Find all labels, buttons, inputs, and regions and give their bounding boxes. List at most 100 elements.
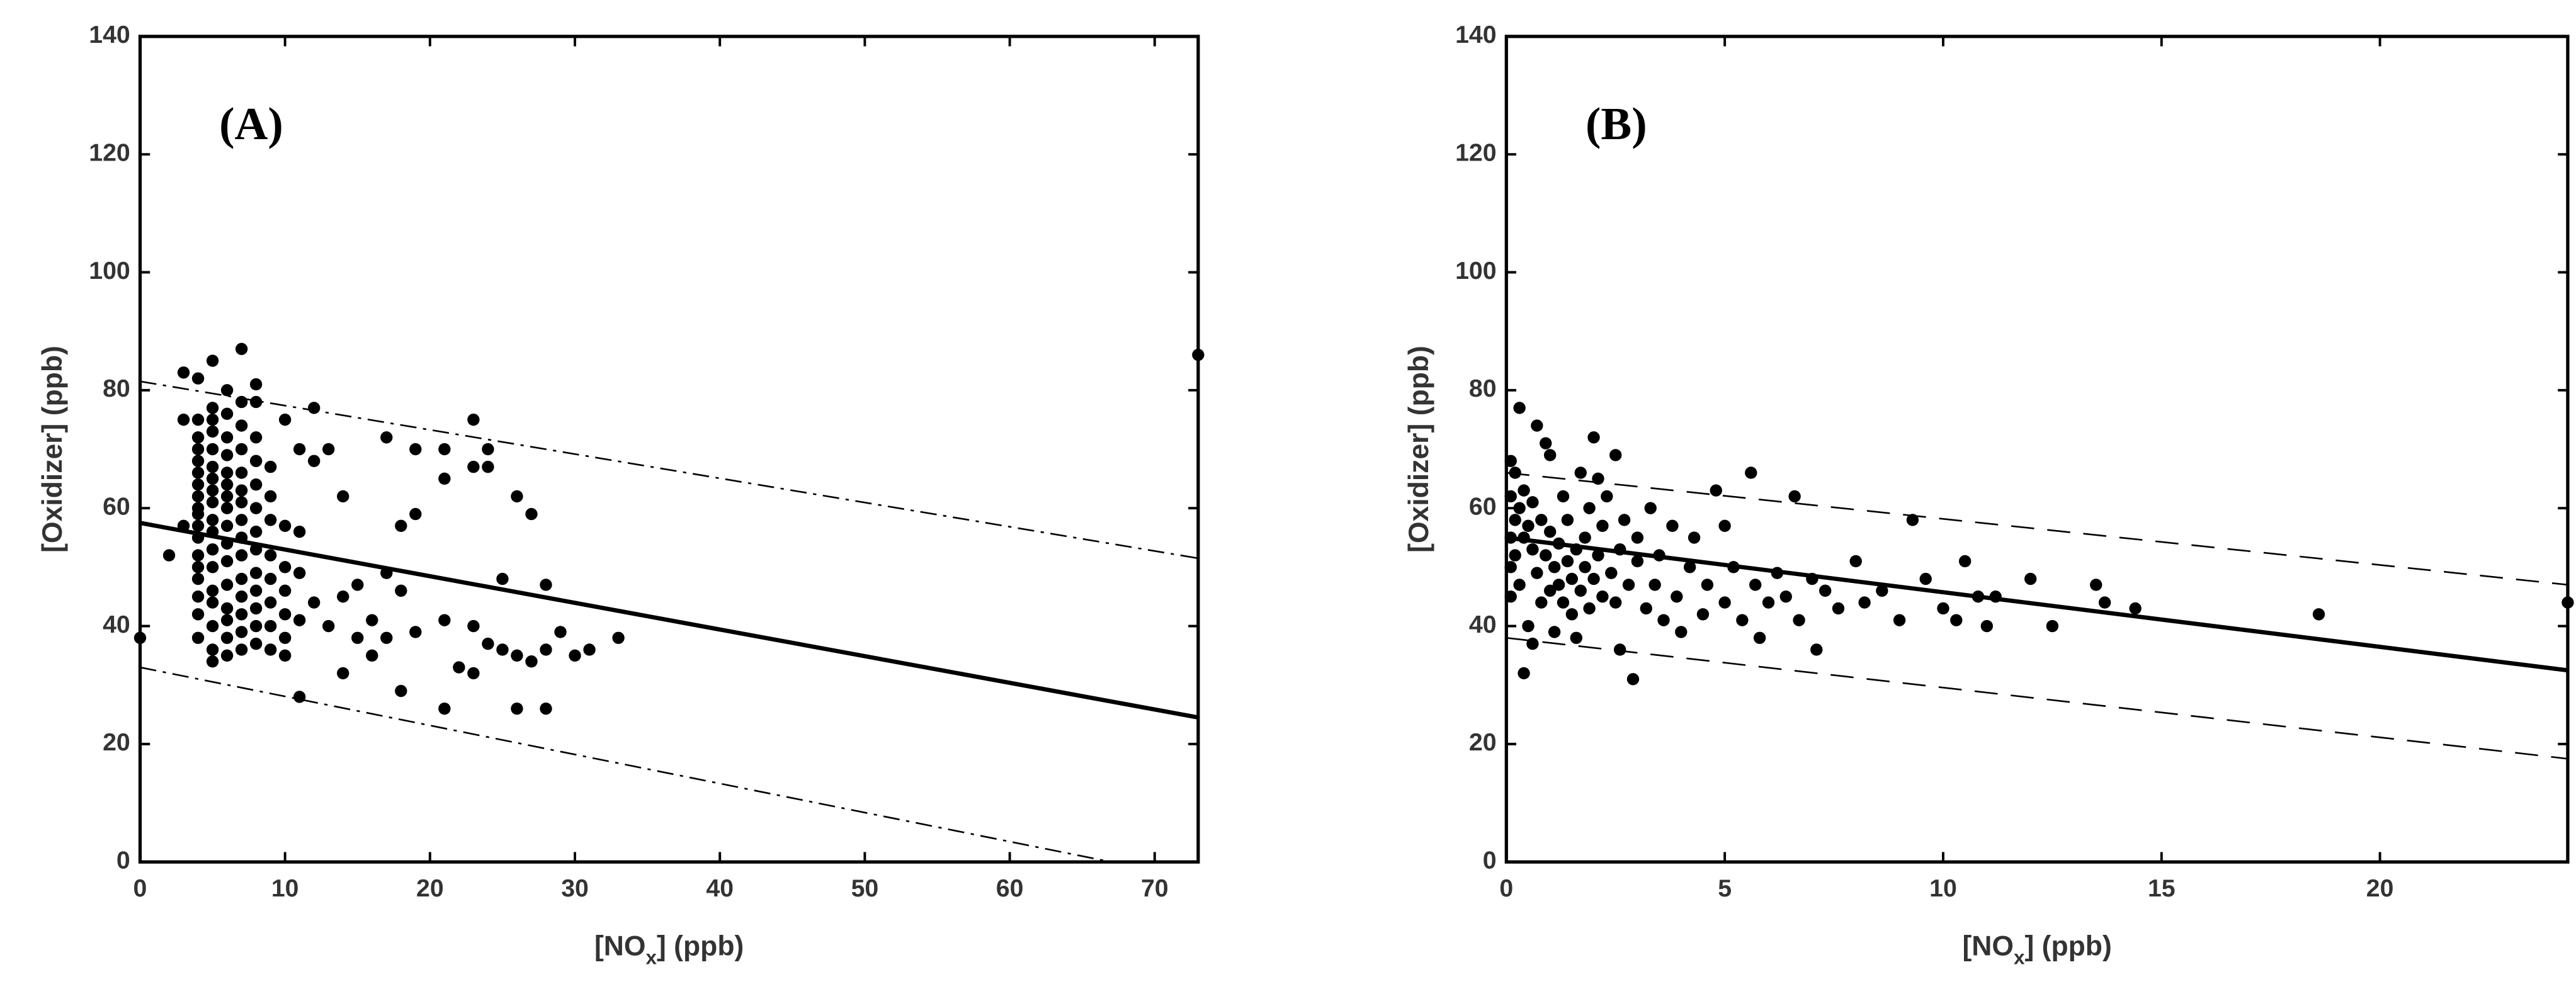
x-axis-label-part: x <box>646 946 657 968</box>
point <box>1596 591 1609 603</box>
point <box>366 649 378 662</box>
point <box>1522 519 1535 532</box>
point <box>278 561 292 574</box>
point <box>496 572 509 585</box>
point <box>249 602 263 615</box>
point <box>1583 602 1596 615</box>
point <box>249 619 263 633</box>
point <box>235 643 248 656</box>
x-tick-label: 20 <box>416 874 444 902</box>
point <box>1972 591 1985 603</box>
point <box>206 584 219 597</box>
point <box>1819 584 1832 597</box>
point <box>1526 543 1539 556</box>
point <box>1858 596 1871 609</box>
point <box>1587 431 1600 444</box>
point <box>1540 437 1552 449</box>
point <box>206 514 219 526</box>
point <box>278 649 292 662</box>
point <box>1535 596 1548 609</box>
point <box>467 619 480 633</box>
point <box>1557 490 1570 503</box>
point <box>1609 596 1622 609</box>
point <box>177 366 190 379</box>
point <box>337 667 349 680</box>
point <box>583 643 596 656</box>
point <box>612 631 625 644</box>
point <box>482 460 494 473</box>
y-tick-label: 80 <box>1469 375 1497 402</box>
point <box>1876 584 1888 597</box>
x-tick-label: 0 <box>1499 874 1513 902</box>
point <box>1618 514 1631 526</box>
point <box>1718 519 1731 532</box>
point <box>1540 549 1552 562</box>
point <box>235 531 248 544</box>
point <box>1522 619 1535 633</box>
point <box>496 643 509 656</box>
point <box>395 584 407 597</box>
point <box>1574 584 1587 597</box>
x-tick-label: 60 <box>996 874 1024 902</box>
point <box>191 561 205 574</box>
point <box>235 419 248 432</box>
plot-frame <box>138 35 1200 864</box>
point <box>1657 614 1670 626</box>
point <box>1793 614 1805 626</box>
point <box>1688 531 1701 544</box>
point <box>1587 572 1600 585</box>
point <box>293 691 306 703</box>
point <box>220 478 234 491</box>
point <box>162 549 176 562</box>
point <box>1806 572 1819 585</box>
point <box>1958 555 1972 568</box>
point <box>337 591 349 603</box>
point <box>177 519 190 532</box>
point <box>293 614 306 626</box>
point <box>1526 496 1539 509</box>
point <box>206 496 219 509</box>
x-tick-label: 20 <box>2366 874 2394 902</box>
point <box>1727 561 1740 574</box>
point <box>191 455 205 467</box>
point <box>1906 514 1919 526</box>
y-tick-label: 60 <box>1469 493 1497 521</box>
x-axis-label: [NOx] (ppb) <box>1962 930 2111 968</box>
point <box>264 596 277 609</box>
point <box>249 567 263 579</box>
x-axis-label: [NOx] (ppb) <box>594 930 744 968</box>
point <box>235 514 248 526</box>
point <box>191 519 205 532</box>
point <box>453 661 465 674</box>
panel-label: (B) <box>1586 98 1647 149</box>
point <box>264 460 277 473</box>
point <box>264 514 277 526</box>
point <box>1613 543 1626 556</box>
point <box>220 490 234 503</box>
point <box>1596 519 1609 532</box>
point <box>249 378 263 391</box>
point <box>191 631 205 644</box>
point <box>1701 579 1714 591</box>
point <box>2312 608 2325 621</box>
point <box>264 572 277 585</box>
point <box>1570 543 1582 556</box>
point <box>235 443 248 456</box>
x-tick-label: 5 <box>1718 874 1732 902</box>
point <box>191 490 205 503</box>
y-tick-label: 40 <box>1469 611 1497 638</box>
point <box>1648 579 1661 591</box>
point <box>1779 591 1792 603</box>
point <box>1509 514 1521 526</box>
point <box>220 431 234 444</box>
point <box>438 472 451 485</box>
point <box>191 414 205 426</box>
x-axis-label-part: [NO <box>594 930 646 961</box>
point <box>264 619 277 633</box>
point <box>1919 572 1932 585</box>
point <box>1950 614 1963 626</box>
point <box>409 507 422 521</box>
point <box>1579 531 1591 544</box>
point <box>220 384 234 397</box>
point <box>1810 643 1823 656</box>
